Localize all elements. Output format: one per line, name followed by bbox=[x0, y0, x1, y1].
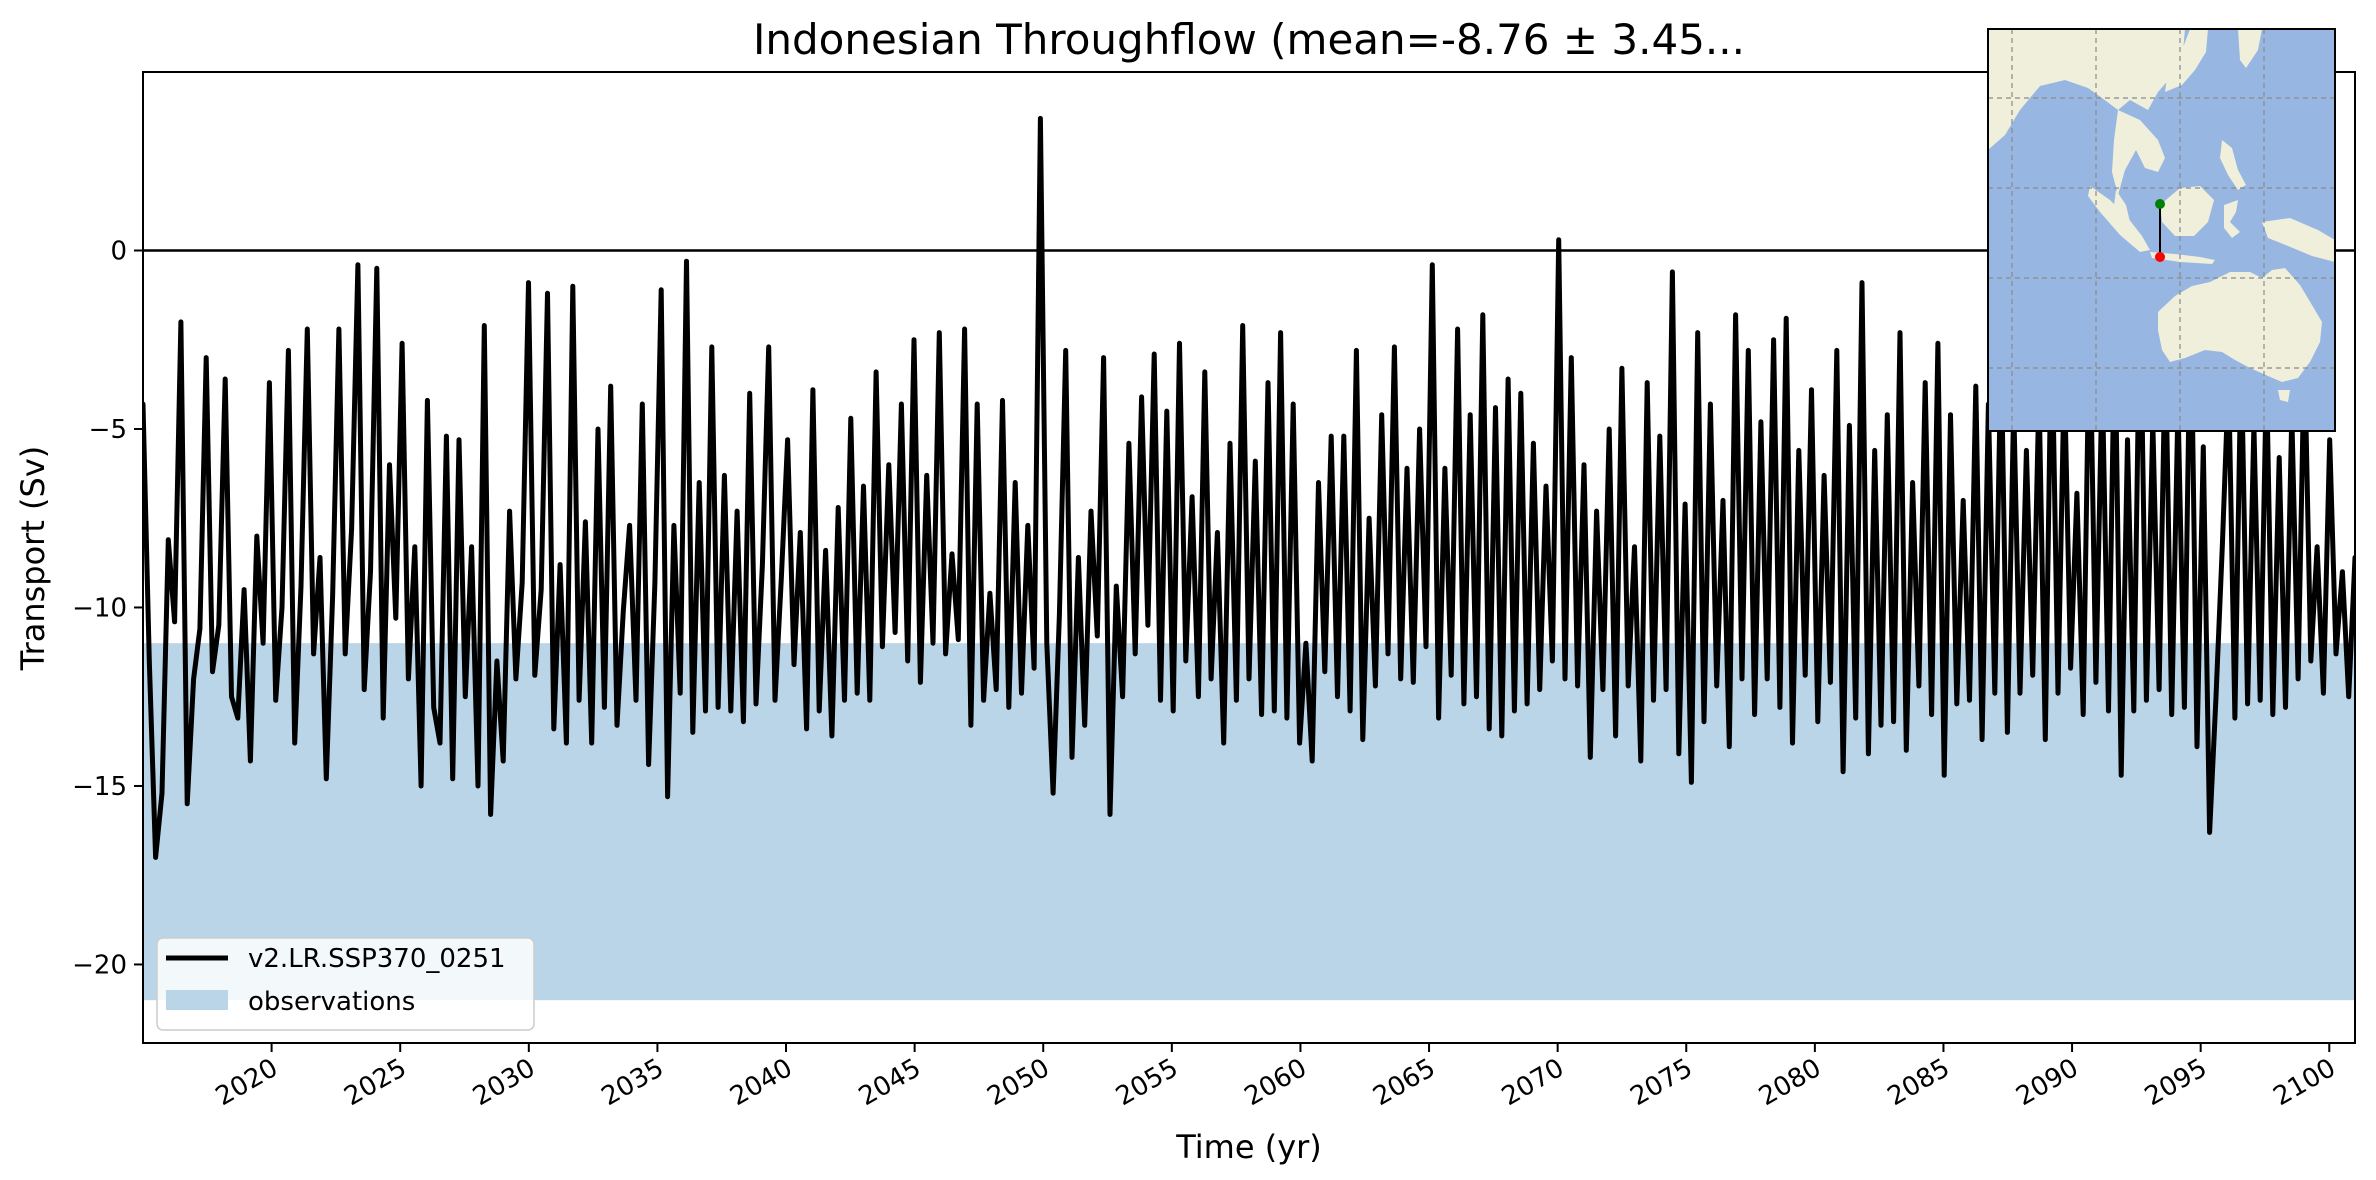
map-gridlines bbox=[1988, 29, 2335, 431]
x-tick-label: 2070 bbox=[1497, 1053, 1569, 1112]
legend-observations-swatch bbox=[166, 990, 228, 1010]
y-tick-label: −15 bbox=[72, 772, 127, 802]
legend-box bbox=[156, 937, 535, 1031]
map-land-china-coast bbox=[2165, 29, 2208, 92]
map-land-australia bbox=[2158, 268, 2322, 382]
x-axis-ticks: 2020 2025 2030 2035 2040 2045 2050 2055 2060 2065… bbox=[211, 1043, 2341, 1112]
map-land-asia bbox=[1988, 29, 2185, 150]
x-tick-label: 2065 bbox=[1368, 1053, 1440, 1112]
y-tick-label: −20 bbox=[72, 950, 127, 980]
x-tick-label: 2050 bbox=[982, 1053, 1054, 1112]
map-land-new-guinea bbox=[2262, 218, 2335, 262]
x-tick-label: 2030 bbox=[468, 1053, 540, 1112]
x-tick-label: 2075 bbox=[1625, 1053, 1697, 1112]
inset-map-frame bbox=[1987, 28, 2336, 432]
map-land-japan bbox=[2238, 29, 2262, 68]
y-axis-ticks: 0 −5 −10 −15 −20 bbox=[72, 236, 143, 980]
legend: v2.LR.SSP370_0251 observations bbox=[156, 937, 535, 1031]
map-section-start-marker bbox=[2155, 199, 2165, 209]
legend-series-label: v2.LR.SSP370_0251 bbox=[248, 944, 506, 974]
chart-title: Indonesian Throughflow (mean=-8.76 ± 3.4… bbox=[753, 15, 1745, 64]
map-land-philippines bbox=[2220, 140, 2246, 190]
map-section-end-marker bbox=[2155, 252, 2165, 262]
x-tick-label: 2040 bbox=[725, 1053, 797, 1112]
x-tick-label: 2045 bbox=[854, 1053, 926, 1112]
y-tick-label: −5 bbox=[89, 415, 127, 445]
y-tick-label: −10 bbox=[72, 593, 127, 623]
y-axis-label: Transport (Sv) bbox=[14, 446, 52, 672]
x-tick-label: 2080 bbox=[1754, 1053, 1826, 1112]
plot-frame bbox=[142, 71, 2356, 1044]
map-land-borneo bbox=[2160, 186, 2214, 236]
x-tick-label: 2020 bbox=[211, 1053, 283, 1112]
series-line-0 bbox=[143, 115, 2355, 860]
x-tick-label: 2025 bbox=[339, 1053, 411, 1112]
map-land bbox=[1988, 29, 2335, 402]
x-axis-label: Time (yr) bbox=[1175, 1128, 1322, 1166]
map-land-java bbox=[2150, 252, 2215, 264]
map-land-malaya bbox=[2114, 190, 2130, 224]
x-tick-label: 2090 bbox=[2011, 1053, 2083, 1112]
map-land-indochina bbox=[2112, 110, 2165, 195]
x-tick-label: 2055 bbox=[1111, 1053, 1183, 1112]
map-land-sulawesi bbox=[2224, 200, 2240, 238]
map-land-sumatra bbox=[2088, 186, 2150, 252]
x-tick-label: 2095 bbox=[2140, 1053, 2212, 1112]
map-land-tasmania bbox=[2278, 390, 2290, 402]
series-layer bbox=[143, 115, 2355, 860]
legend-observations-label: observations bbox=[248, 987, 415, 1017]
inset-map bbox=[1987, 28, 2336, 432]
x-tick-label: 2085 bbox=[1883, 1053, 1955, 1112]
x-tick-label: 2060 bbox=[1240, 1053, 1312, 1112]
x-tick-label: 2100 bbox=[2268, 1053, 2340, 1112]
y-tick-label: 0 bbox=[110, 236, 127, 266]
x-tick-label: 2035 bbox=[597, 1053, 669, 1112]
